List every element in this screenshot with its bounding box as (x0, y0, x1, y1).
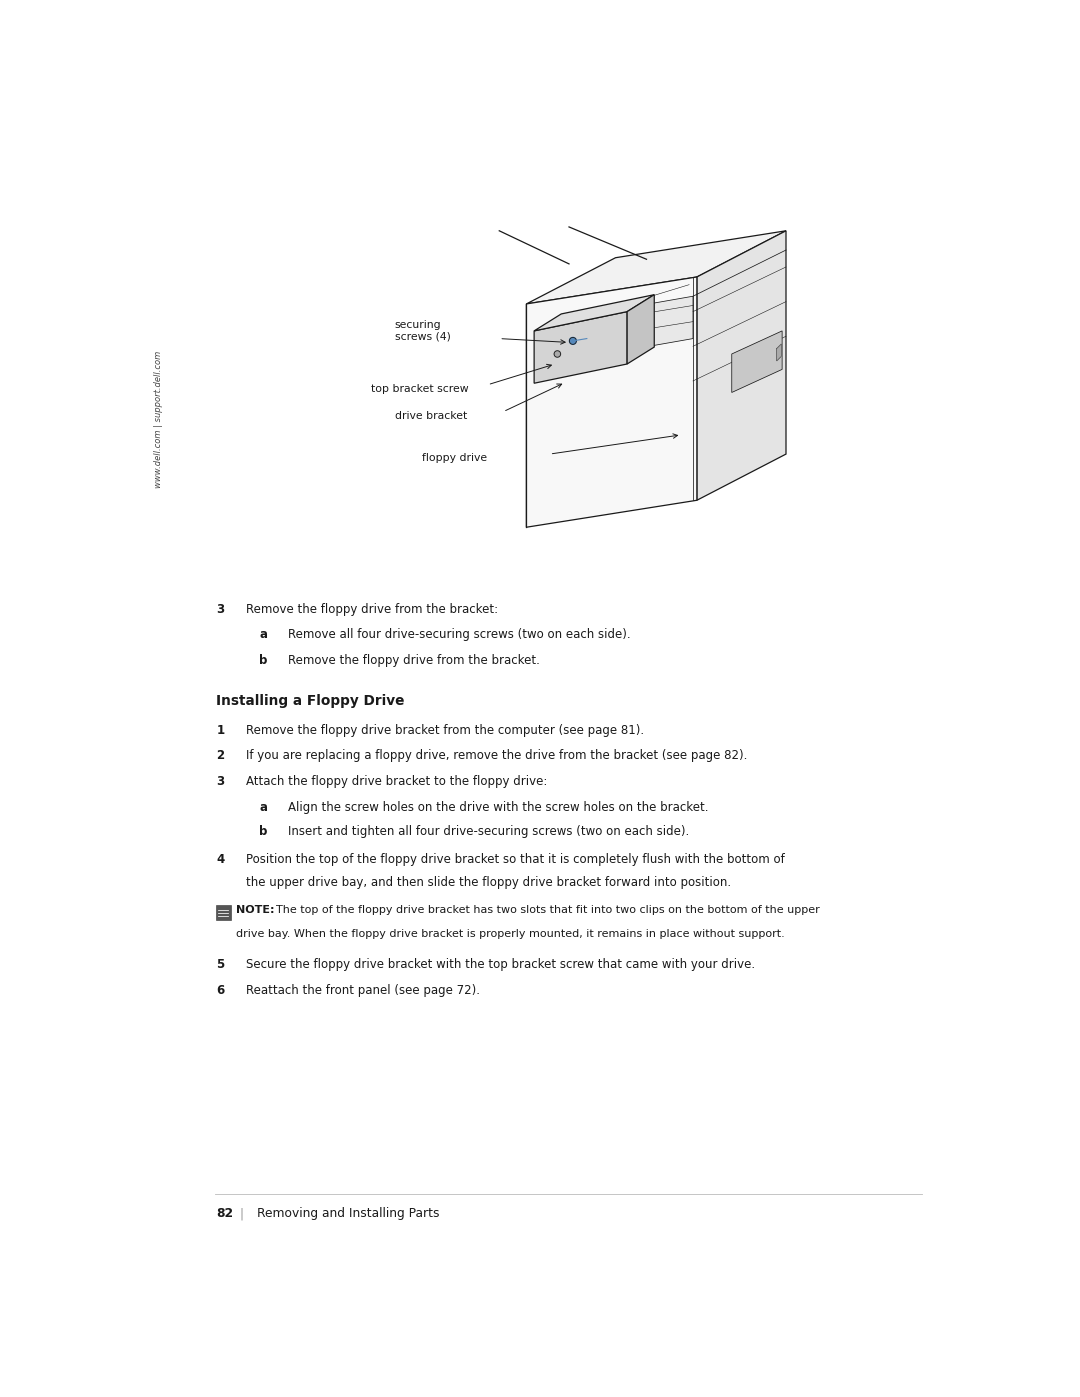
Text: Insert and tighten all four drive-securing screws (two on each side).: Insert and tighten all four drive-securi… (288, 826, 690, 838)
Text: Remove the floppy drive bracket from the computer (see page 81).: Remove the floppy drive bracket from the… (246, 724, 644, 736)
Text: 1: 1 (216, 724, 225, 736)
Text: Remove the floppy drive from the bracket:: Remove the floppy drive from the bracket… (246, 602, 498, 616)
Circle shape (569, 338, 577, 344)
Polygon shape (526, 231, 786, 305)
Text: Reattach the front panel (see page 72).: Reattach the front panel (see page 72). (246, 983, 480, 997)
Polygon shape (627, 295, 654, 365)
Text: Removing and Installing Parts: Removing and Installing Parts (257, 1207, 440, 1220)
Text: 82: 82 (216, 1207, 233, 1220)
Text: 2: 2 (216, 749, 225, 763)
Text: Position the top of the floppy drive bracket so that it is completely flush with: Position the top of the floppy drive bra… (246, 854, 784, 866)
Text: drive bay. When the floppy drive bracket is properly mounted, it remains in plac: drive bay. When the floppy drive bracket… (235, 929, 784, 939)
Text: b: b (259, 826, 268, 838)
Text: 3: 3 (216, 602, 225, 616)
Text: floppy drive: floppy drive (422, 453, 487, 462)
Text: 3: 3 (216, 775, 225, 788)
Text: drive bracket: drive bracket (394, 411, 467, 420)
Text: securing
screws (4): securing screws (4) (394, 320, 450, 342)
Polygon shape (535, 312, 627, 383)
Polygon shape (526, 277, 697, 527)
Text: Installing a Floppy Drive: Installing a Floppy Drive (216, 694, 405, 708)
Text: 5: 5 (216, 958, 225, 971)
Text: a: a (259, 800, 267, 814)
Text: Remove the floppy drive from the bracket.: Remove the floppy drive from the bracket… (288, 654, 540, 668)
Text: Secure the floppy drive bracket with the top bracket screw that came with your d: Secure the floppy drive bracket with the… (246, 958, 755, 971)
Text: Align the screw holes on the drive with the screw holes on the bracket.: Align the screw holes on the drive with … (288, 800, 708, 814)
Polygon shape (562, 296, 693, 362)
Text: NOTE:: NOTE: (235, 905, 274, 915)
Text: 6: 6 (216, 983, 225, 997)
Text: www.dell.com | support.dell.com: www.dell.com | support.dell.com (153, 351, 163, 488)
Polygon shape (777, 344, 781, 360)
Text: |: | (240, 1207, 244, 1220)
Text: Remove all four drive-securing screws (two on each side).: Remove all four drive-securing screws (t… (288, 629, 631, 641)
Polygon shape (535, 295, 654, 331)
Circle shape (554, 351, 561, 358)
Polygon shape (732, 331, 782, 393)
Text: Attach the floppy drive bracket to the floppy drive:: Attach the floppy drive bracket to the f… (246, 775, 548, 788)
Text: The top of the floppy drive bracket has two slots that fit into two clips on the: The top of the floppy drive bracket has … (276, 905, 820, 915)
Text: b: b (259, 654, 268, 668)
Text: If you are replacing a floppy drive, remove the drive from the bracket (see page: If you are replacing a floppy drive, rem… (246, 749, 747, 763)
Text: the upper drive bay, and then slide the floppy drive bracket forward into positi: the upper drive bay, and then slide the … (246, 876, 731, 888)
Polygon shape (697, 231, 786, 500)
Text: top bracket screw: top bracket screw (372, 384, 469, 394)
Text: a: a (259, 629, 267, 641)
Text: 4: 4 (216, 854, 225, 866)
FancyBboxPatch shape (216, 905, 231, 919)
